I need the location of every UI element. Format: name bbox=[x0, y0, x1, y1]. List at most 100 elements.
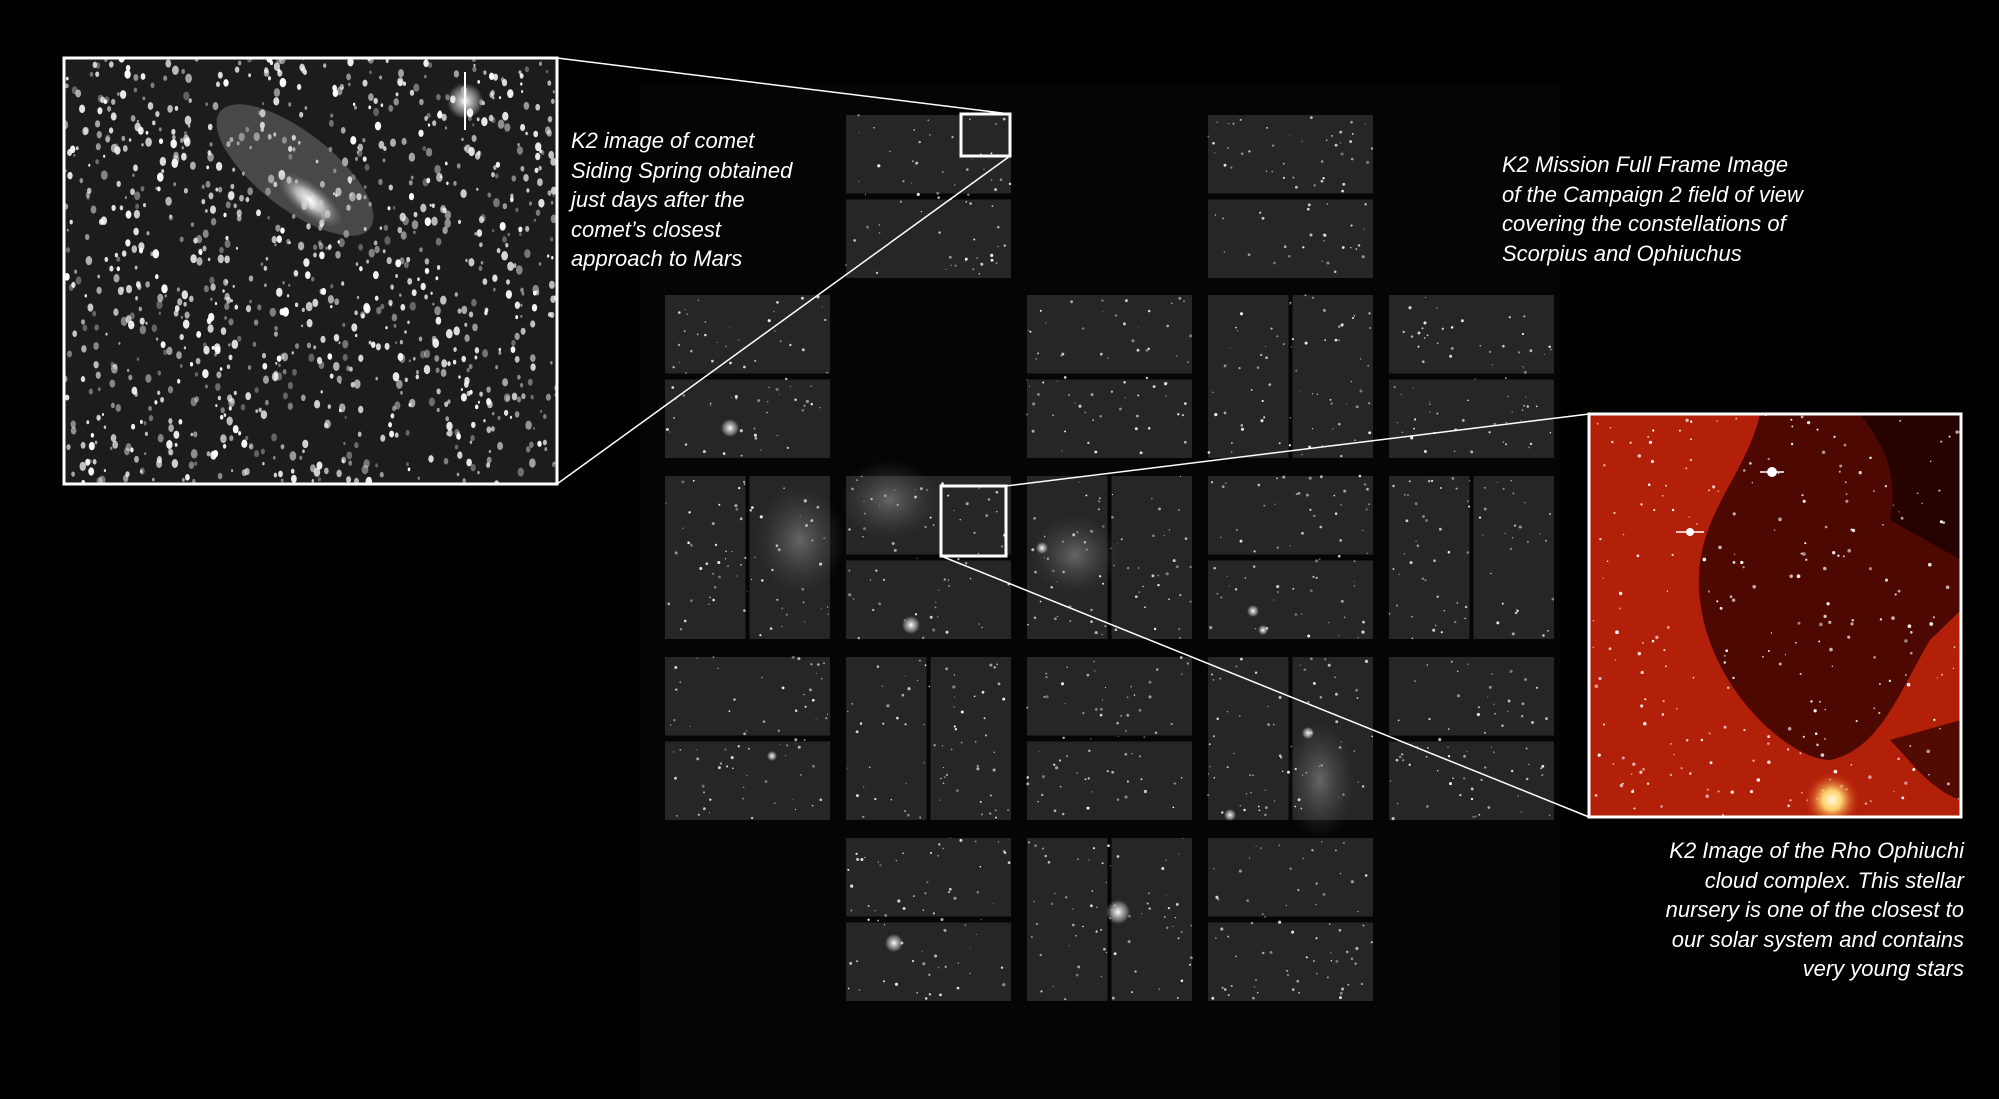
star bbox=[1279, 756, 1283, 759]
star bbox=[429, 203, 432, 207]
star bbox=[969, 118, 971, 121]
star bbox=[1292, 176, 1295, 179]
star bbox=[502, 203, 508, 210]
star bbox=[1163, 534, 1165, 537]
star bbox=[712, 656, 715, 658]
star bbox=[936, 191, 940, 195]
star bbox=[1791, 425, 1794, 428]
star bbox=[1238, 715, 1241, 717]
star bbox=[1310, 116, 1313, 119]
star bbox=[1621, 782, 1624, 785]
star bbox=[248, 443, 254, 450]
star bbox=[385, 58, 389, 64]
star bbox=[923, 723, 925, 726]
star bbox=[1283, 245, 1287, 248]
star bbox=[1528, 763, 1530, 766]
star bbox=[1545, 539, 1547, 542]
star bbox=[399, 339, 404, 345]
star bbox=[337, 240, 340, 244]
star bbox=[276, 355, 282, 362]
star bbox=[1105, 951, 1108, 954]
star bbox=[281, 352, 289, 362]
star bbox=[1208, 743, 1211, 746]
star bbox=[1261, 399, 1264, 403]
star bbox=[379, 226, 383, 230]
ccd-channel bbox=[1208, 560, 1373, 639]
star bbox=[347, 58, 354, 67]
star bbox=[1510, 480, 1512, 482]
star bbox=[260, 448, 265, 455]
star bbox=[1802, 735, 1805, 738]
star bbox=[165, 59, 172, 68]
star bbox=[1146, 902, 1149, 905]
star bbox=[378, 140, 385, 149]
star bbox=[1042, 381, 1045, 384]
star bbox=[929, 134, 931, 136]
star bbox=[194, 372, 199, 377]
star bbox=[1355, 248, 1358, 250]
star bbox=[1450, 346, 1454, 350]
star bbox=[1483, 507, 1487, 511]
star bbox=[736, 575, 738, 577]
star bbox=[405, 429, 410, 436]
star bbox=[352, 102, 356, 106]
star bbox=[1364, 203, 1367, 206]
star bbox=[1773, 529, 1776, 531]
star bbox=[1339, 142, 1341, 144]
star bbox=[362, 156, 367, 162]
star bbox=[1509, 669, 1513, 673]
star bbox=[436, 265, 441, 270]
star bbox=[279, 308, 285, 316]
star bbox=[691, 544, 693, 547]
star bbox=[426, 112, 431, 119]
star bbox=[145, 281, 150, 288]
star bbox=[1873, 707, 1876, 710]
star bbox=[210, 297, 213, 301]
star bbox=[708, 603, 710, 606]
star bbox=[520, 123, 526, 132]
star bbox=[158, 311, 161, 315]
star bbox=[1155, 668, 1159, 671]
star bbox=[1594, 794, 1598, 797]
star bbox=[1767, 735, 1771, 739]
star bbox=[1412, 387, 1414, 389]
star bbox=[351, 323, 358, 332]
star bbox=[501, 251, 508, 261]
star bbox=[826, 371, 828, 374]
star bbox=[1098, 497, 1101, 500]
star bbox=[820, 677, 823, 680]
star bbox=[1267, 723, 1271, 727]
star bbox=[288, 283, 291, 287]
star bbox=[1180, 931, 1183, 933]
star bbox=[819, 407, 821, 409]
star bbox=[973, 695, 976, 698]
star bbox=[1525, 396, 1527, 398]
star bbox=[1957, 797, 1960, 800]
star bbox=[1033, 616, 1037, 619]
star bbox=[1403, 553, 1406, 555]
star bbox=[287, 402, 293, 410]
star bbox=[320, 335, 326, 344]
star bbox=[1891, 616, 1895, 620]
star bbox=[950, 264, 952, 266]
star bbox=[989, 794, 992, 797]
star bbox=[1358, 474, 1362, 478]
star bbox=[916, 992, 918, 994]
star bbox=[928, 685, 931, 688]
star bbox=[310, 464, 316, 473]
star bbox=[441, 359, 448, 368]
star bbox=[135, 295, 138, 300]
star bbox=[1250, 921, 1254, 925]
star bbox=[1355, 688, 1358, 692]
star bbox=[1137, 567, 1140, 569]
star bbox=[145, 321, 148, 325]
star bbox=[767, 401, 769, 403]
star bbox=[1295, 369, 1298, 372]
star bbox=[299, 455, 303, 461]
star bbox=[189, 295, 194, 302]
star bbox=[734, 395, 738, 398]
star bbox=[439, 175, 443, 179]
star bbox=[847, 767, 849, 769]
star bbox=[401, 137, 407, 146]
